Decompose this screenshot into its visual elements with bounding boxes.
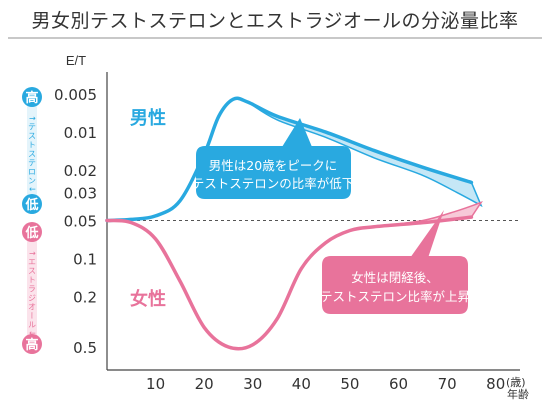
sex-label-male: 男性 — [130, 107, 166, 129]
x-tick-label: 80 — [486, 375, 505, 393]
y-tick-labels: 0.005 0.01 0.02 0.03 0.05 0.1 0.2 0.5 — [54, 86, 97, 357]
female-scale-bar — [27, 232, 37, 344]
y-tick-label: 0.005 — [54, 86, 97, 104]
y-tick-label: 0.01 — [64, 124, 97, 142]
male-callout-pointer — [282, 118, 312, 147]
male-scale-low-text: 低 — [24, 197, 38, 213]
x-tick-label: 10 — [146, 375, 165, 393]
sex-label-female: 女性 — [130, 288, 166, 310]
female-callout-pointer — [410, 210, 444, 258]
x-tick-label: 30 — [243, 375, 262, 393]
female-scale-low-text: 低 — [24, 225, 38, 241]
female-callout-line: テストステロン比率が上昇 — [320, 289, 470, 304]
axes — [106, 72, 520, 371]
x-unit-label: (歳) — [506, 376, 526, 389]
y-axis-label: E/T — [66, 53, 86, 68]
male-callout-line: 男性は20歳をピークに — [209, 158, 337, 173]
x-unit-label-2: 年齢 — [507, 387, 529, 401]
title-divider — [8, 37, 542, 39]
female-callout-bubble — [322, 256, 468, 314]
x-tick-label: 50 — [340, 375, 359, 393]
female-scale-low — [22, 222, 42, 242]
y-tick-label: 0.03 — [64, 184, 97, 202]
male-callout-line: テストステロンの比率が低下 — [192, 176, 355, 191]
series-line-female — [105, 215, 474, 351]
y-tick-label: 0.2 — [73, 289, 97, 307]
female-scale-caption: ↑エストラジオール↓ — [28, 250, 37, 337]
female-scale-high-text: 高 — [25, 337, 38, 353]
x-tick-label: 20 — [195, 375, 214, 393]
male-scale-low — [22, 194, 42, 214]
male-scale-high-text: 高 — [25, 90, 38, 106]
y-tick-label: 0.05 — [64, 213, 97, 231]
male-scale-caption: ↑テストステロン↓ — [28, 115, 37, 193]
x-tick-labels: 10 20 30 40 50 60 70 80 — [146, 375, 505, 393]
male-scale-bar — [27, 94, 37, 204]
page-title: 男女別テストステロンとエストラジオールの分泌量比率 — [31, 10, 519, 32]
x-tick-label: 40 — [292, 375, 311, 393]
male-callout-bubble — [196, 146, 351, 199]
male-scale-high — [22, 87, 42, 107]
x-tick-label: 60 — [389, 375, 408, 393]
x-tick-label: 70 — [438, 375, 457, 393]
y-tick-label: 0.1 — [73, 251, 97, 269]
y-tick-label: 0.02 — [64, 162, 97, 180]
series-line-male — [105, 96, 474, 223]
y-tick-label: 0.5 — [73, 339, 97, 357]
female-callout-line: 女性は閉経後、 — [351, 270, 439, 285]
series-lines — [105, 96, 474, 351]
female-scale-high — [22, 334, 42, 354]
callouts: 男性は20歳をピークにテストステロンの比率が低下女性は閉経後、テストステロン比率… — [192, 118, 470, 314]
